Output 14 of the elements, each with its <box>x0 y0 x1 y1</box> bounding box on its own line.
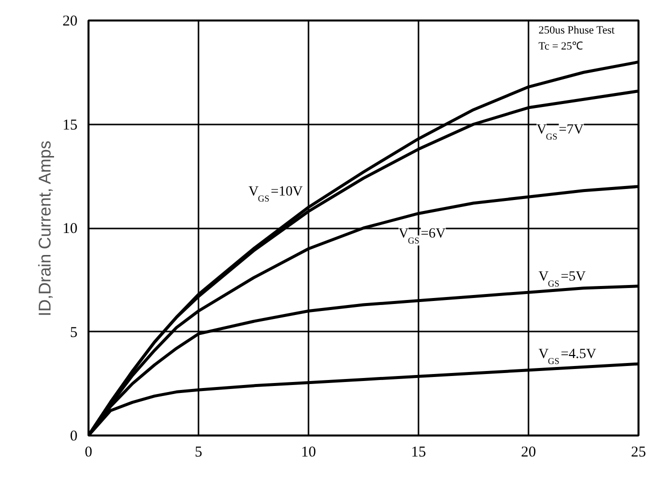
annotation: Tc = 25℃ <box>538 40 584 52</box>
y-tick-label: 20 <box>62 14 78 30</box>
y-tick-label: 5 <box>70 324 78 341</box>
x-tick-label: 5 <box>194 444 202 460</box>
y-tick-label: 0 <box>70 428 78 444</box>
annotation: 250us Phuse Test <box>538 24 615 36</box>
y-axis-title: ID,Drain Current, Amps <box>36 140 54 316</box>
x-tick-label: 15 <box>411 444 426 460</box>
x-tick-label: 20 <box>521 444 536 460</box>
x-tick-label: 25 <box>631 444 646 460</box>
y-tick-label: 15 <box>62 117 78 134</box>
x-tick-label: 0 <box>84 444 92 460</box>
y-tick-label: 10 <box>62 221 78 237</box>
x-tick-label: 10 <box>301 444 316 460</box>
